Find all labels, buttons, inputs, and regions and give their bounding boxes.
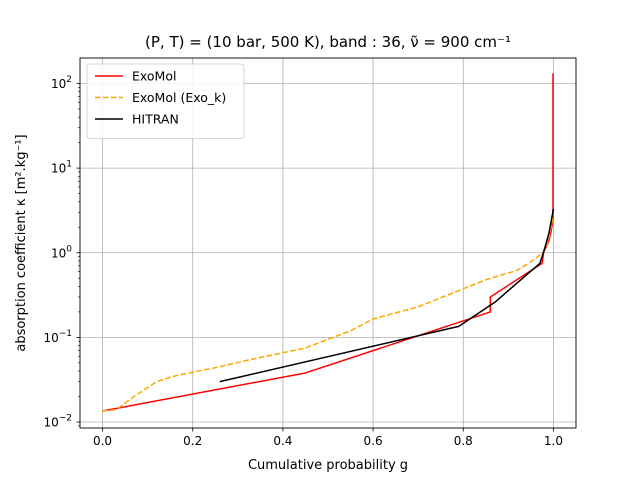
chart-title: (P, T) = (10 bar, 500 K), band : 36, ν̃ … — [145, 33, 511, 51]
y-tick-exponent: −1 — [59, 329, 72, 339]
legend-box — [86, 63, 245, 139]
y-axis-label: absorption coefficient κ [m².kg⁻¹] — [14, 134, 29, 351]
x-tick-label: 0.4 — [273, 434, 292, 448]
y-tick-exponent: 2 — [66, 75, 72, 85]
y-tick-label: 10−1 — [43, 329, 72, 345]
legend-label-2: HITRAN — [132, 112, 179, 127]
y-tick-base: 10 — [51, 246, 66, 260]
x-tick-label: 0.8 — [454, 434, 473, 448]
x-tick-label: 0.6 — [364, 434, 383, 448]
series-layer — [102, 73, 555, 412]
y-tick-label: 10−2 — [43, 414, 72, 430]
x-axis-label: Cumulative probability g — [248, 458, 408, 473]
y-tick-label: 102 — [51, 75, 72, 91]
x-axis: 0.0 0.2 0.4 0.6 0.8 1.0 — [93, 428, 563, 448]
x-tick-label: 0.0 — [93, 434, 112, 448]
x-tick-label: 0.2 — [183, 434, 202, 448]
plot-frame — [79, 57, 577, 429]
y-tick-base: 10 — [51, 162, 66, 176]
y-tick-exponent: 1 — [66, 160, 72, 170]
y-tick-exponent: −2 — [59, 414, 72, 424]
legend: ExoMol ExoMol (Exo_k) HITRAN — [86, 63, 245, 139]
y-tick-base: 10 — [43, 416, 58, 430]
series-line-1 — [102, 214, 555, 412]
y-tick-base: 10 — [51, 77, 66, 91]
legend-label-1: ExoMol (Exo_k) — [132, 90, 226, 105]
series-line-2 — [219, 208, 555, 383]
x-tick-label: 1.0 — [544, 434, 563, 448]
y-tick-base: 10 — [43, 331, 58, 345]
legend-label-0: ExoMol — [132, 69, 176, 84]
y-tick-label: 101 — [51, 160, 72, 176]
y-tick-exponent: 0 — [66, 244, 72, 254]
y-tick-label: 100 — [51, 244, 72, 260]
